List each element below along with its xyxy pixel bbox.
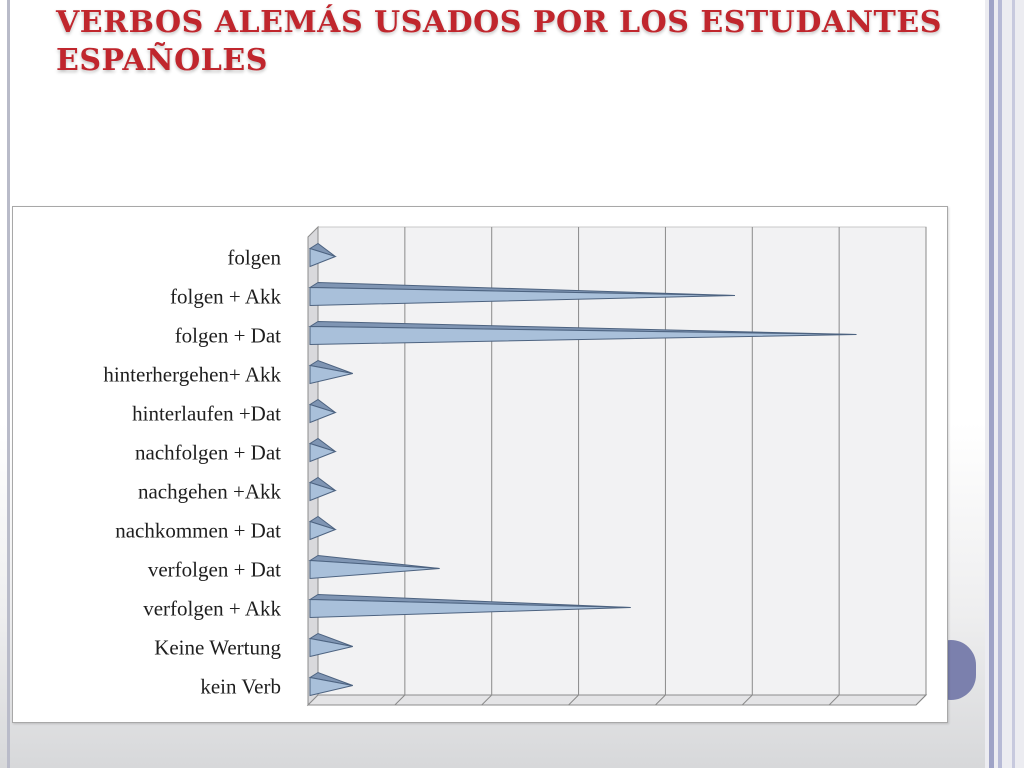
bar — [309, 403, 337, 424]
category-label: nachkommen + Dat — [115, 519, 281, 543]
bar — [309, 247, 337, 268]
plot-back-wall — [317, 226, 927, 696]
gridline-floor — [568, 694, 579, 706]
bar — [309, 637, 353, 658]
right-decorative-bar — [989, 0, 994, 768]
bar-chart: folgen folgen + Akk folgen + Dat hinterherg… — [103, 225, 928, 707]
category-label: folgen — [227, 246, 281, 270]
right-decorative-bar — [1012, 0, 1015, 768]
gridline-floor — [741, 694, 753, 706]
category-label: folgen + Dat — [175, 324, 281, 348]
bar — [309, 364, 353, 385]
chart-container: folgen folgen + Akk folgen + Dat hinterherg… — [12, 206, 948, 723]
category-label: nachfolgen + Dat — [135, 441, 281, 465]
category-label: Keine Wertung — [154, 636, 281, 660]
bar — [309, 559, 440, 580]
slide-title: VERBOS ALEMÁS USADOS POR LOS ESTUDANTES … — [56, 5, 942, 78]
bar — [309, 286, 735, 307]
bar — [309, 481, 337, 502]
gridline-floor — [394, 694, 406, 706]
gridline-floor — [481, 694, 493, 706]
bar — [309, 442, 337, 463]
category-label: nachgehen +Akk — [138, 480, 282, 504]
category-label: hinterlaufen +Dat — [132, 402, 281, 426]
bar — [309, 598, 631, 619]
bar — [309, 676, 353, 697]
right-decorative-bar — [998, 0, 1002, 768]
category-label: folgen + Akk — [170, 285, 281, 309]
category-label: verfolgen + Dat — [148, 558, 281, 582]
category-label: hinterhergehen+ Akk — [103, 363, 281, 387]
gridline-floor — [915, 694, 927, 706]
category-label: verfolgen + Akk — [143, 597, 281, 621]
bar — [309, 520, 337, 541]
left-decorative-rule — [7, 0, 10, 768]
bar — [309, 325, 857, 346]
category-label: kein Verb — [200, 675, 281, 699]
gridline-floor — [655, 694, 666, 706]
plot-floor — [306, 694, 928, 706]
gridline-floor — [828, 694, 840, 706]
